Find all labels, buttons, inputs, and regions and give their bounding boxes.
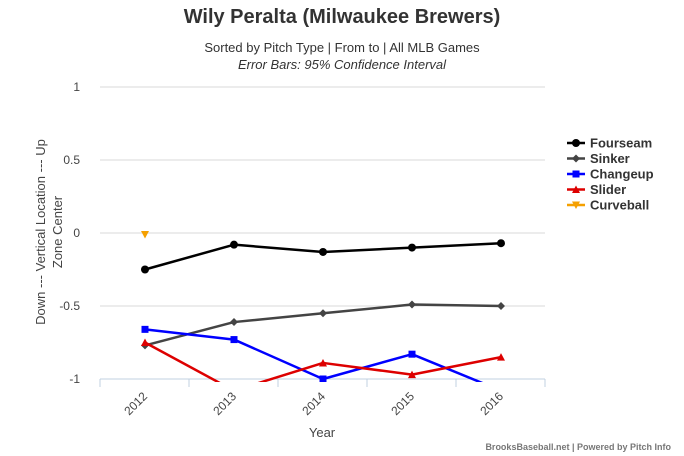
curveball-point — [141, 230, 149, 239]
fourseam-legend-marker — [572, 139, 580, 147]
x-axis-title: Year — [309, 425, 336, 440]
x-tick-label: 2013 — [210, 389, 239, 418]
slider-line — [144, 341, 502, 382]
x-axis-ticks: 2012 2013 2014 2015 2016 — [121, 389, 506, 418]
slider-point — [141, 338, 149, 346]
chart-subtitle-error-bars: Error Bars: 95% Confidence Interval — [237, 57, 447, 72]
y-axis-title-line2: Zone Center — [50, 195, 65, 268]
y-tick-label: 0 — [73, 226, 80, 240]
changeup-point — [408, 350, 416, 358]
legend-label-curveball[interactable]: Curveball — [590, 198, 649, 213]
sinker-point — [230, 318, 238, 327]
y-axis-ticks: 1 0.5 0 -0.5 -1 — [59, 80, 80, 386]
changeup-point — [230, 336, 238, 344]
slider-point — [497, 353, 505, 361]
y-tick-label: 1 — [73, 80, 80, 94]
slider-point — [319, 358, 327, 367]
changeup-point — [141, 325, 149, 333]
chart-subtitle: Sorted by Pitch Type | From to | All MLB… — [204, 40, 480, 55]
changeup-legend-marker — [572, 170, 580, 178]
credit-text: BrooksBaseball.net | Powered by Pitch In… — [485, 442, 671, 452]
fourseam-point — [408, 243, 416, 252]
sinker-point — [408, 300, 416, 309]
legend-label-changeup[interactable]: Changeup — [590, 167, 654, 182]
legend-label-fourseam[interactable]: Fourseam — [590, 136, 652, 151]
legend-label-slider[interactable]: Slider — [590, 182, 626, 197]
sinker-legend-marker — [572, 154, 580, 163]
y-axis-title-line1: Down --- Vertical Location --- Up — [33, 139, 48, 325]
x-tick-label: 2015 — [388, 389, 417, 418]
legend-label-sinker[interactable]: Sinker — [590, 151, 630, 166]
slider-legend-marker — [572, 185, 580, 193]
y-tick-label: 0.5 — [63, 153, 80, 167]
y-tick-label: -0.5 — [59, 299, 80, 313]
fourseam-line — [144, 241, 502, 271]
grid-lines — [100, 86, 545, 380]
fourseam-point — [319, 247, 327, 256]
sinker-point — [319, 309, 327, 318]
slider-point — [408, 370, 416, 379]
curveball-legend-marker — [572, 201, 580, 209]
x-tick-label: 2016 — [477, 389, 506, 418]
y-tick-label: -1 — [69, 372, 80, 386]
markers-group — [141, 230, 505, 382]
chart-title: Wily Peralta (Milwaukee Brewers) — [183, 6, 501, 28]
fourseam-point — [230, 240, 238, 249]
fourseam-point — [141, 265, 149, 274]
sinker-point — [497, 302, 505, 310]
x-tick-label: 2014 — [299, 389, 328, 418]
fourseam-point — [497, 239, 505, 248]
changeup-point — [319, 375, 327, 382]
x-tick-label: 2012 — [121, 389, 150, 418]
